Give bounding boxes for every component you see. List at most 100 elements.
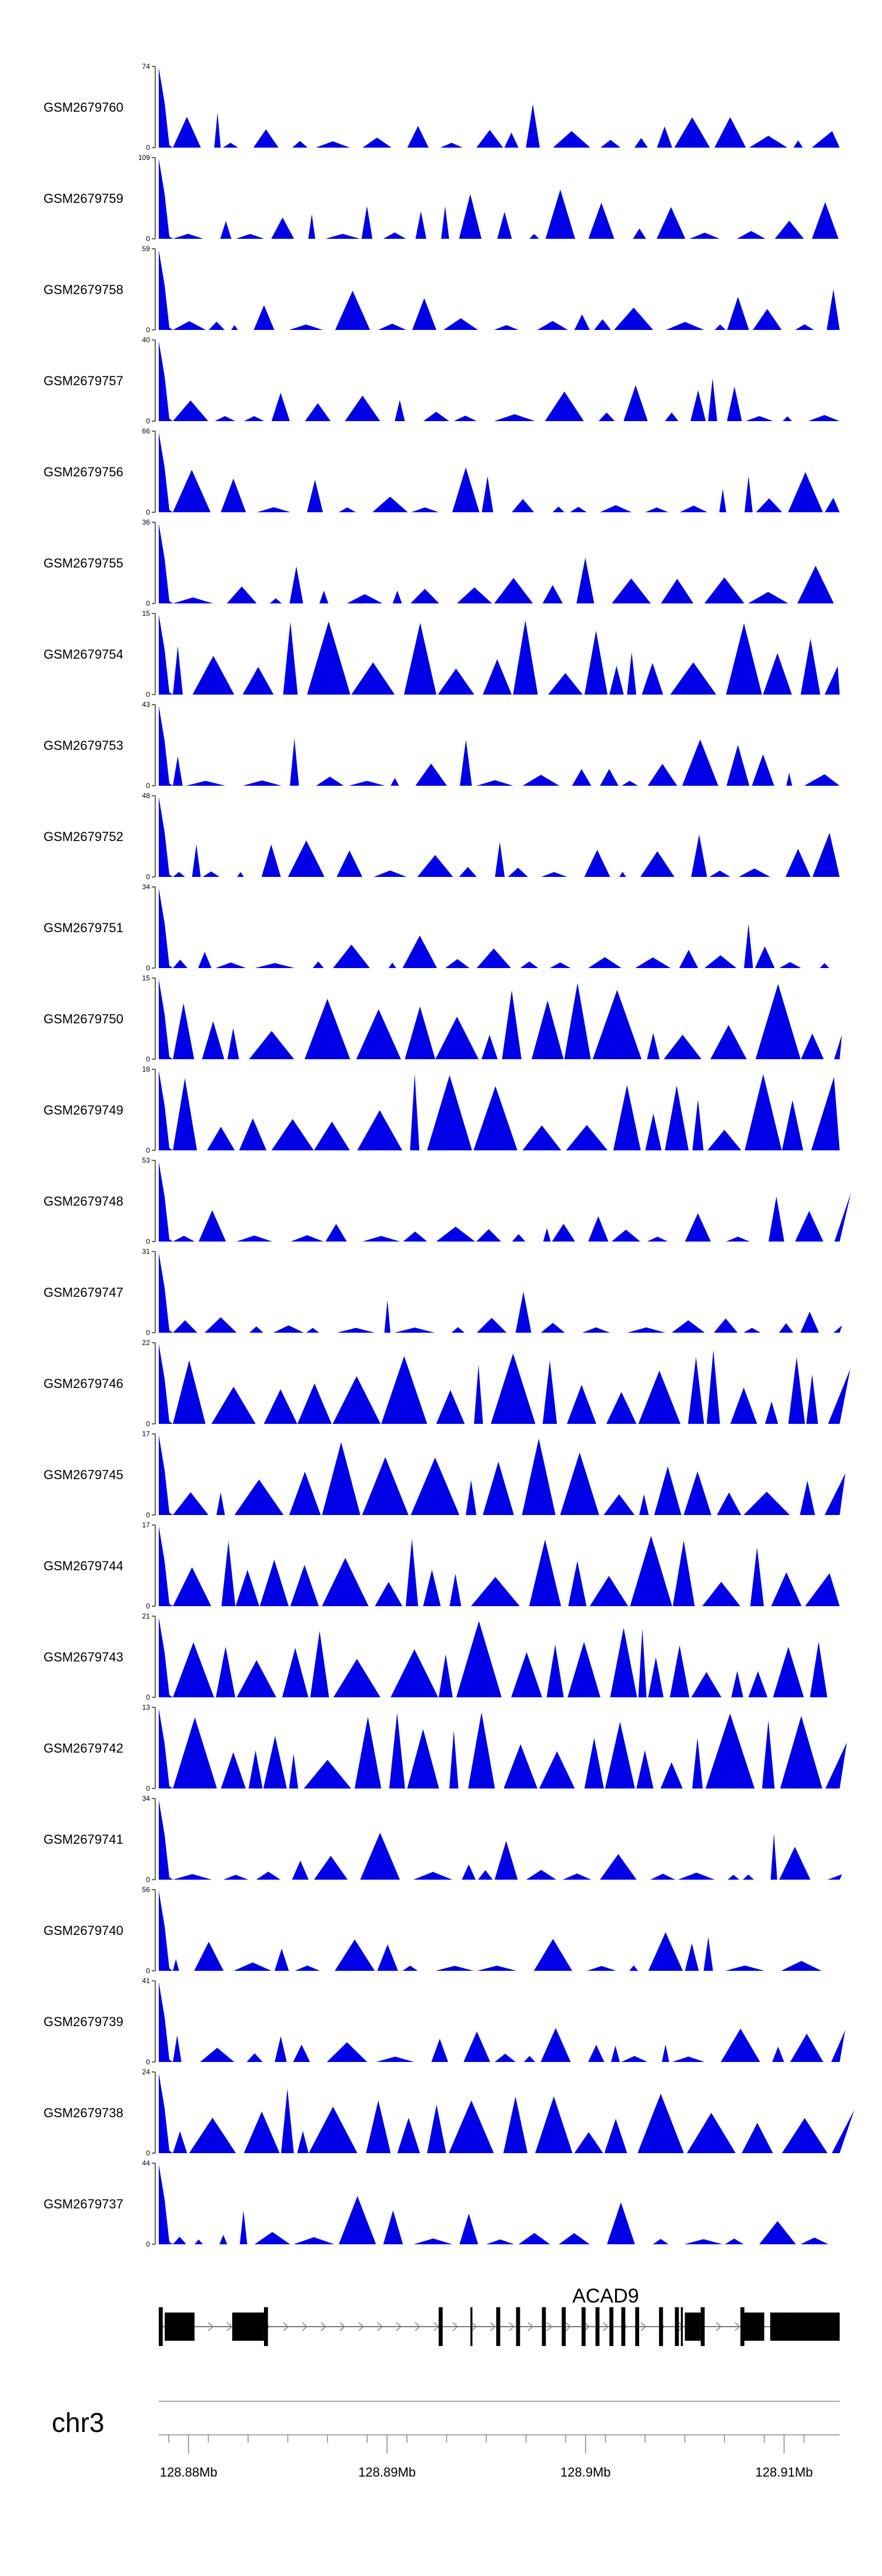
coverage-area: [159, 1526, 840, 1606]
coverage-area: [159, 1982, 846, 2062]
gene-exon: [740, 2307, 744, 2346]
track-ymin-label: 0: [146, 2058, 150, 2066]
gene-exon: [635, 2307, 640, 2346]
track-ymin-label: 0: [146, 417, 150, 425]
track-ymax-label: 18: [142, 1065, 151, 1073]
axis-tick-label: 128.89Mb: [358, 2465, 416, 2480]
track-label: GSM2679755: [44, 556, 123, 570]
coverage-area: [159, 432, 840, 512]
track-label: GSM2679740: [44, 1923, 123, 1938]
track-ymax-label: 74: [142, 62, 151, 71]
track-ymin-label: 0: [146, 873, 150, 881]
gene-exon: [621, 2307, 626, 2346]
track-GSM2679742: GSM2679742 13 0: [44, 1703, 847, 1793]
track-label: GSM2679760: [44, 100, 123, 115]
track-ymin-label: 0: [146, 2149, 150, 2157]
track-ymin-label: 0: [146, 1237, 150, 1246]
coverage-area: [159, 1344, 850, 1424]
strand-arrow: [734, 2322, 741, 2331]
gene-track: ACAD9: [159, 2285, 840, 2346]
track-ymax-label: 24: [142, 2068, 151, 2076]
strand-arrow: [565, 2322, 572, 2331]
track-ymax-label: 17: [142, 1430, 151, 1438]
track-ymin-label: 0: [146, 326, 150, 334]
track-label: GSM2679739: [44, 2014, 123, 2029]
track-ymax-label: 44: [142, 2159, 151, 2167]
gene-exon: [238, 2313, 264, 2341]
strand-arrow: [471, 2322, 477, 2331]
track-GSM2679749: GSM2679749 18 0: [44, 1065, 840, 1154]
axis-tick-label: 128.88Mb: [160, 2465, 218, 2480]
strand-arrow: [377, 2322, 383, 2331]
strand-arrow: [415, 2322, 421, 2331]
track-label: GSM2679737: [44, 2197, 123, 2211]
track-label: GSM2679750: [44, 1012, 123, 1026]
strand-arrow: [584, 2322, 590, 2331]
gene-exon: [165, 2313, 195, 2341]
track-ymax-label: 22: [142, 1339, 151, 1347]
gene-exon: [700, 2307, 705, 2346]
track-ymax-label: 34: [142, 1794, 151, 1803]
axis-tick-label: 128.91Mb: [756, 2465, 813, 2480]
track-label: GSM2679744: [44, 1559, 123, 1573]
track-ymax-label: 15: [142, 974, 151, 982]
track-ymax-label: 34: [142, 883, 151, 891]
track-GSM2679756: GSM2679756 66 0: [44, 427, 840, 516]
gene-exon: [159, 2307, 163, 2346]
track-ymin-label: 0: [146, 1784, 150, 1793]
track-label: GSM2679743: [44, 1650, 123, 1664]
track-ymax-label: 13: [142, 1703, 151, 1711]
track-ymax-label: 59: [142, 245, 151, 253]
track-ymax-label: 40: [142, 336, 151, 344]
gene-exon: [562, 2307, 566, 2346]
track-GSM2679737: GSM2679737 44 0: [44, 2159, 840, 2248]
track-label: GSM2679741: [44, 1832, 123, 1847]
track-GSM2679743: GSM2679743 21 0: [44, 1612, 840, 1701]
track-GSM2679758: GSM2679758 59 0: [44, 245, 840, 334]
strand-arrow: [208, 2322, 214, 2331]
track-ymax-label: 15: [142, 609, 151, 618]
track-GSM2679738: GSM2679738 24 0: [44, 2068, 854, 2157]
coverage-area: [159, 979, 842, 1059]
track-GSM2679759: GSM2679759 109 0: [44, 154, 840, 243]
gene-exon: [744, 2313, 764, 2341]
track-label: GSM2679758: [44, 282, 123, 297]
axis-tick-label: 128.9Mb: [560, 2465, 611, 2480]
gene-exon: [784, 2313, 840, 2341]
track-label: GSM2679754: [44, 647, 123, 662]
track-ymin-label: 0: [146, 144, 150, 152]
gene-exon: [684, 2313, 701, 2341]
gene-exon: [582, 2307, 586, 2346]
strand-arrow: [320, 2322, 327, 2331]
strand-arrow: [339, 2322, 346, 2331]
coverage-area: [159, 1253, 843, 1333]
coverage-area: [159, 1891, 840, 1971]
track-ymin-label: 0: [146, 508, 150, 516]
track-GSM2679741: GSM2679741 34 0: [44, 1794, 843, 1884]
strand-arrow: [433, 2322, 440, 2331]
track-GSM2679755: GSM2679755 36 0: [44, 518, 840, 608]
track-label: GSM2679752: [44, 829, 123, 844]
chromosome-label: chr3: [52, 2407, 104, 2438]
track-ymin-label: 0: [146, 782, 150, 790]
coverage-area: [159, 1435, 846, 1515]
gene-exon: [609, 2307, 614, 2346]
coverage-area: [159, 2073, 854, 2153]
track-label: GSM2679748: [44, 1194, 123, 1209]
track-ymin-label: 0: [146, 1146, 150, 1154]
track-ymax-label: 17: [142, 1521, 151, 1529]
track-ymin-label: 0: [146, 2240, 150, 2248]
track-GSM2679745: GSM2679745 17 0: [44, 1430, 846, 1519]
coverage-area: [159, 1070, 840, 1150]
track-ymax-label: 56: [142, 1886, 151, 1894]
gene-exon: [659, 2307, 663, 2346]
gene-name-label: ACAD9: [572, 2285, 639, 2307]
track-ymin-label: 0: [146, 1693, 150, 1701]
track-label: GSM2679759: [44, 191, 123, 206]
track-label: GSM2679745: [44, 1467, 123, 1482]
track-GSM2679747: GSM2679747 31 0: [44, 1247, 843, 1337]
track-ymin-label: 0: [146, 1511, 150, 1519]
coverage-area: [159, 159, 840, 239]
gene-exon: [470, 2307, 473, 2346]
track-label: GSM2679747: [44, 1285, 123, 1300]
